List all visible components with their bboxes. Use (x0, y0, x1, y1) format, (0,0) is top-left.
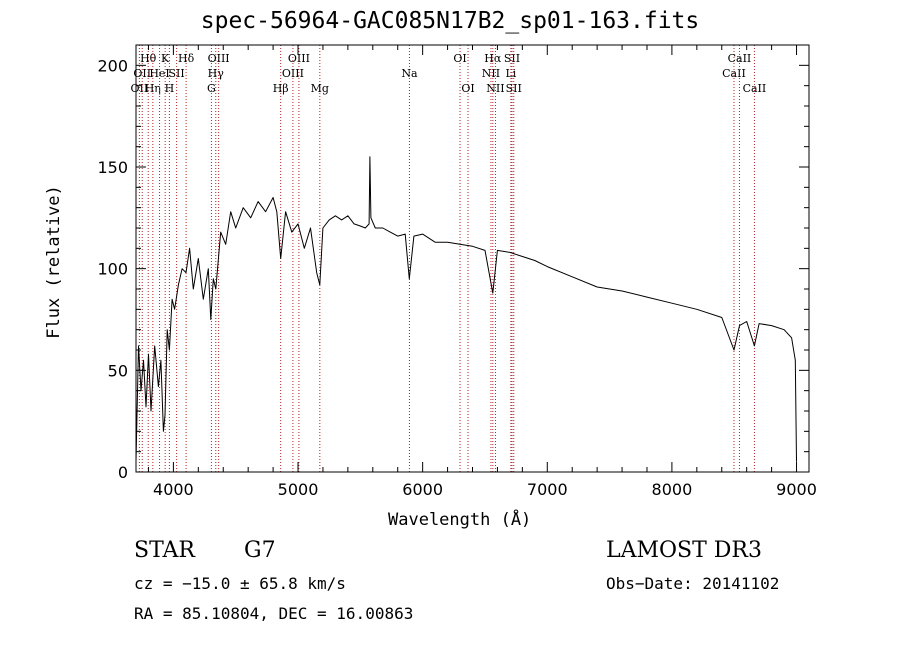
y-tick-label-100: 100 (97, 260, 128, 279)
y-axis-label: Flux (relative) (44, 185, 64, 339)
line-label-7: SII (169, 67, 185, 80)
line-label-14: OIII (288, 52, 310, 65)
line-label-13: OIII (282, 67, 304, 80)
cz-text: cz = −15.0 ± 65.8 km/s (134, 574, 346, 593)
line-label-20: Hα (484, 52, 502, 65)
y-tick-label-150: 150 (97, 158, 128, 177)
line-label-23: SII (504, 52, 520, 65)
line-label-0: OII (131, 82, 149, 95)
x-tick-label-8000: 8000 (652, 480, 693, 499)
y-tick-label-0: 0 (118, 463, 128, 482)
spectrum-line (135, 156, 797, 462)
radec-text: RA = 85.10804, DEC = 16.00863 (134, 604, 414, 623)
chart-title: spec-56964-GAC085N17B2_sp01-163.fits (200, 8, 700, 34)
line-label-11: OIII (208, 52, 230, 65)
line-label-21: NII (486, 82, 504, 95)
line-label-17: OI (453, 52, 466, 65)
line-label-10: Hγ (208, 67, 225, 80)
line-label-1: OII (133, 67, 151, 80)
x-axis-label: Wavelength (Å) (388, 510, 532, 530)
line-label-8: Hδ (178, 52, 195, 65)
x-tick-label-6000: 6000 (402, 480, 443, 499)
line-label-2: Hθ (140, 52, 157, 65)
survey-label: LAMOST DR3 (606, 538, 762, 563)
y-tick-label-200: 200 (97, 56, 128, 75)
line-label-27: CaII (743, 82, 767, 95)
line-label-6: H (165, 82, 175, 95)
line-label-9: G (207, 82, 216, 95)
x-tick-label-5000: 5000 (278, 480, 319, 499)
line-label-4: HeI (149, 67, 169, 80)
x-tick-label-9000: 9000 (776, 480, 817, 499)
line-label-24: SII (506, 82, 522, 95)
subclass-label: G7 (244, 538, 276, 563)
line-label-18: OI (461, 82, 474, 95)
y-tick-label-50: 50 (108, 361, 128, 380)
line-label-15: Mg (311, 82, 329, 95)
line-label-19: NII (482, 67, 500, 80)
x-tick-label-7000: 7000 (527, 480, 568, 499)
line-label-16: Na (401, 67, 418, 80)
plot-frame (135, 44, 810, 473)
class-label: STAR (134, 538, 195, 563)
line-label-22: Li (505, 67, 516, 80)
line-label-26: CaII (728, 52, 752, 65)
line-label-3: Hη (145, 82, 161, 95)
line-label-25: CaII (722, 67, 746, 80)
line-label-12: Hβ (273, 82, 289, 95)
obs-date-text: Obs−Date: 20141102 (606, 574, 780, 593)
line-label-5: K (161, 52, 170, 65)
x-tick-label-4000: 4000 (153, 480, 194, 499)
